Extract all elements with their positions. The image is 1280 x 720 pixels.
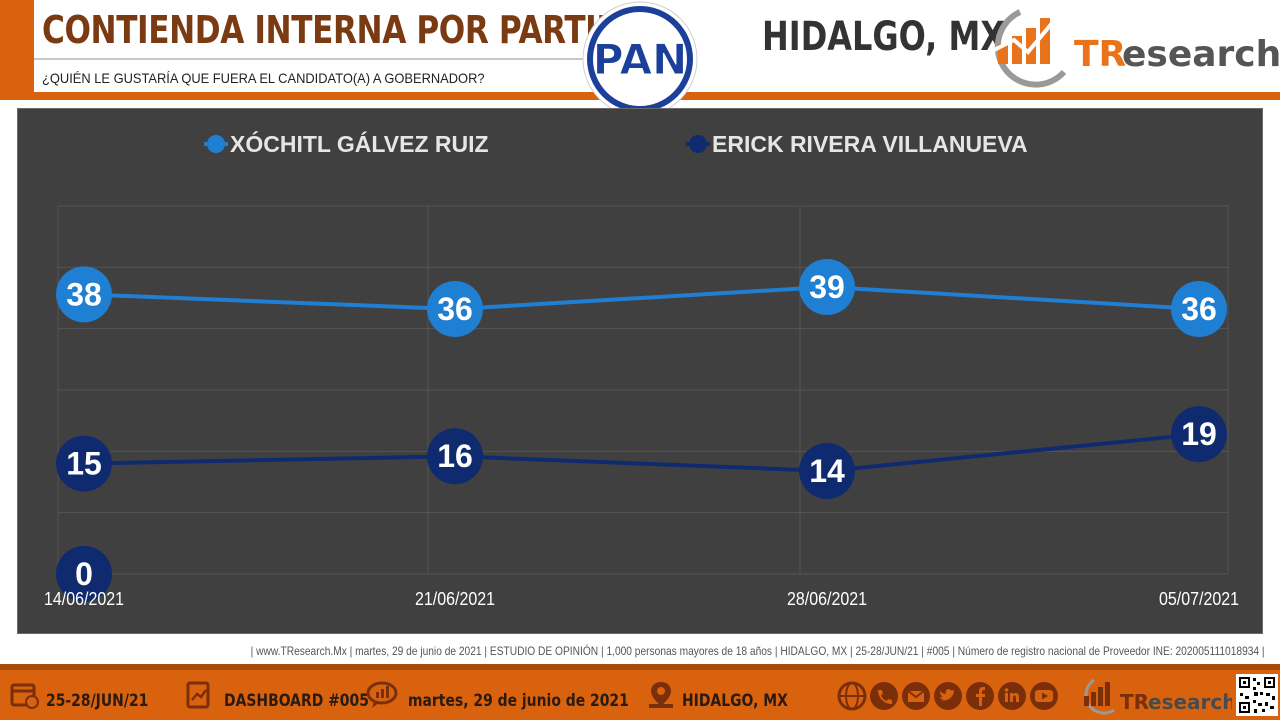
email-icon[interactable] bbox=[902, 682, 930, 710]
chart-grid bbox=[57, 205, 1229, 575]
data-label: 15 bbox=[66, 446, 102, 482]
brand-rest: esearch bbox=[1122, 34, 1280, 75]
data-point bbox=[799, 258, 855, 315]
zero-marker bbox=[56, 546, 112, 602]
data-point bbox=[427, 428, 483, 485]
page-title: CONTIENDA INTERNA POR PARTIDO bbox=[42, 8, 648, 52]
bottom-dashboard: DASHBOARD #005 bbox=[224, 691, 369, 711]
data-label: 39 bbox=[809, 269, 845, 305]
state-label: HIDALGO, MX bbox=[762, 14, 1005, 60]
tresearch-logo-small: TR esearch bbox=[1084, 678, 1232, 715]
data-point bbox=[427, 281, 483, 338]
bottom-location: HIDALGO, MX bbox=[682, 691, 788, 711]
data-point bbox=[1171, 281, 1227, 338]
data-label: 36 bbox=[1181, 291, 1217, 327]
data-point bbox=[56, 435, 112, 492]
data-point bbox=[56, 266, 112, 323]
data-label: 14 bbox=[809, 453, 845, 489]
x-tick-label: 05/07/2021 bbox=[1159, 589, 1239, 609]
calendar-icon bbox=[10, 683, 39, 709]
data-label: 38 bbox=[66, 276, 102, 312]
legend-label: XÓCHITL GÁLVEZ RUIZ bbox=[230, 130, 489, 157]
data-point bbox=[1171, 406, 1227, 463]
bottom-bar-edge bbox=[0, 664, 1280, 670]
social-icons bbox=[837, 681, 1058, 711]
survey-question: ¿QUIÉN LE GUSTARÍA QUE FUERA EL CANDIDAT… bbox=[42, 70, 485, 86]
chart-panel: XÓCHITL GÁLVEZ RUIZ ERICK RIVERA VILLANUE… bbox=[17, 108, 1263, 634]
bottom-bar bbox=[0, 664, 1280, 720]
line-chart: XÓCHITL GÁLVEZ RUIZ ERICK RIVERA VILLANUE… bbox=[44, 130, 1239, 609]
header-accent-bar bbox=[0, 0, 34, 100]
tresearch-logo: TR esearch bbox=[993, 9, 1280, 88]
data-label: 36 bbox=[437, 291, 473, 327]
data-label: 16 bbox=[437, 438, 473, 474]
pan-logo-text: PAN bbox=[593, 35, 688, 84]
phone-icon[interactable] bbox=[870, 682, 898, 710]
zero-label: 0 bbox=[75, 556, 93, 592]
footer-info: | www.TResearch.Mx | martes, 29 de junio… bbox=[0, 638, 1280, 664]
x-tick-label: 21/06/2021 bbox=[415, 589, 495, 609]
qr-code-icon[interactable] bbox=[1236, 674, 1278, 716]
bottom-brand-rest: esearch bbox=[1148, 690, 1232, 714]
linkedin-icon[interactable] bbox=[998, 682, 1026, 710]
globe-icon[interactable] bbox=[837, 681, 867, 711]
brand-tr: TR bbox=[1074, 34, 1126, 75]
data-label: 19 bbox=[1181, 416, 1217, 452]
bottom-dates: 25-28/JUN/21 bbox=[46, 691, 149, 711]
title-divider bbox=[34, 58, 594, 60]
legend-item: XÓCHITL GÁLVEZ RUIZ bbox=[204, 130, 489, 157]
pan-logo: PAN bbox=[582, 1, 698, 117]
x-tick-label: 28/06/2021 bbox=[787, 589, 867, 609]
bottom-brand-tr: TR bbox=[1120, 690, 1149, 714]
twitter-icon[interactable] bbox=[934, 682, 962, 710]
legend-label: ERICK RIVERA VILLANUEVA bbox=[712, 131, 1028, 157]
x-tick-label: 14/06/2021 bbox=[44, 589, 124, 609]
data-point bbox=[799, 442, 855, 499]
series-line bbox=[83, 432, 1200, 473]
dashboard-icon bbox=[186, 681, 210, 709]
youtube-icon[interactable] bbox=[1030, 682, 1058, 710]
facebook-icon[interactable] bbox=[966, 682, 994, 710]
bottom-date-long: martes, 29 de junio de 2021 bbox=[408, 691, 629, 711]
series-line bbox=[83, 284, 1200, 312]
legend-item: ERICK RIVERA VILLANUEVA bbox=[686, 131, 1028, 157]
footer-text: | www.TResearch.Mx | martes, 29 de junio… bbox=[250, 644, 1265, 658]
chat-chart-icon bbox=[366, 681, 398, 708]
map-pin-icon bbox=[649, 682, 673, 708]
